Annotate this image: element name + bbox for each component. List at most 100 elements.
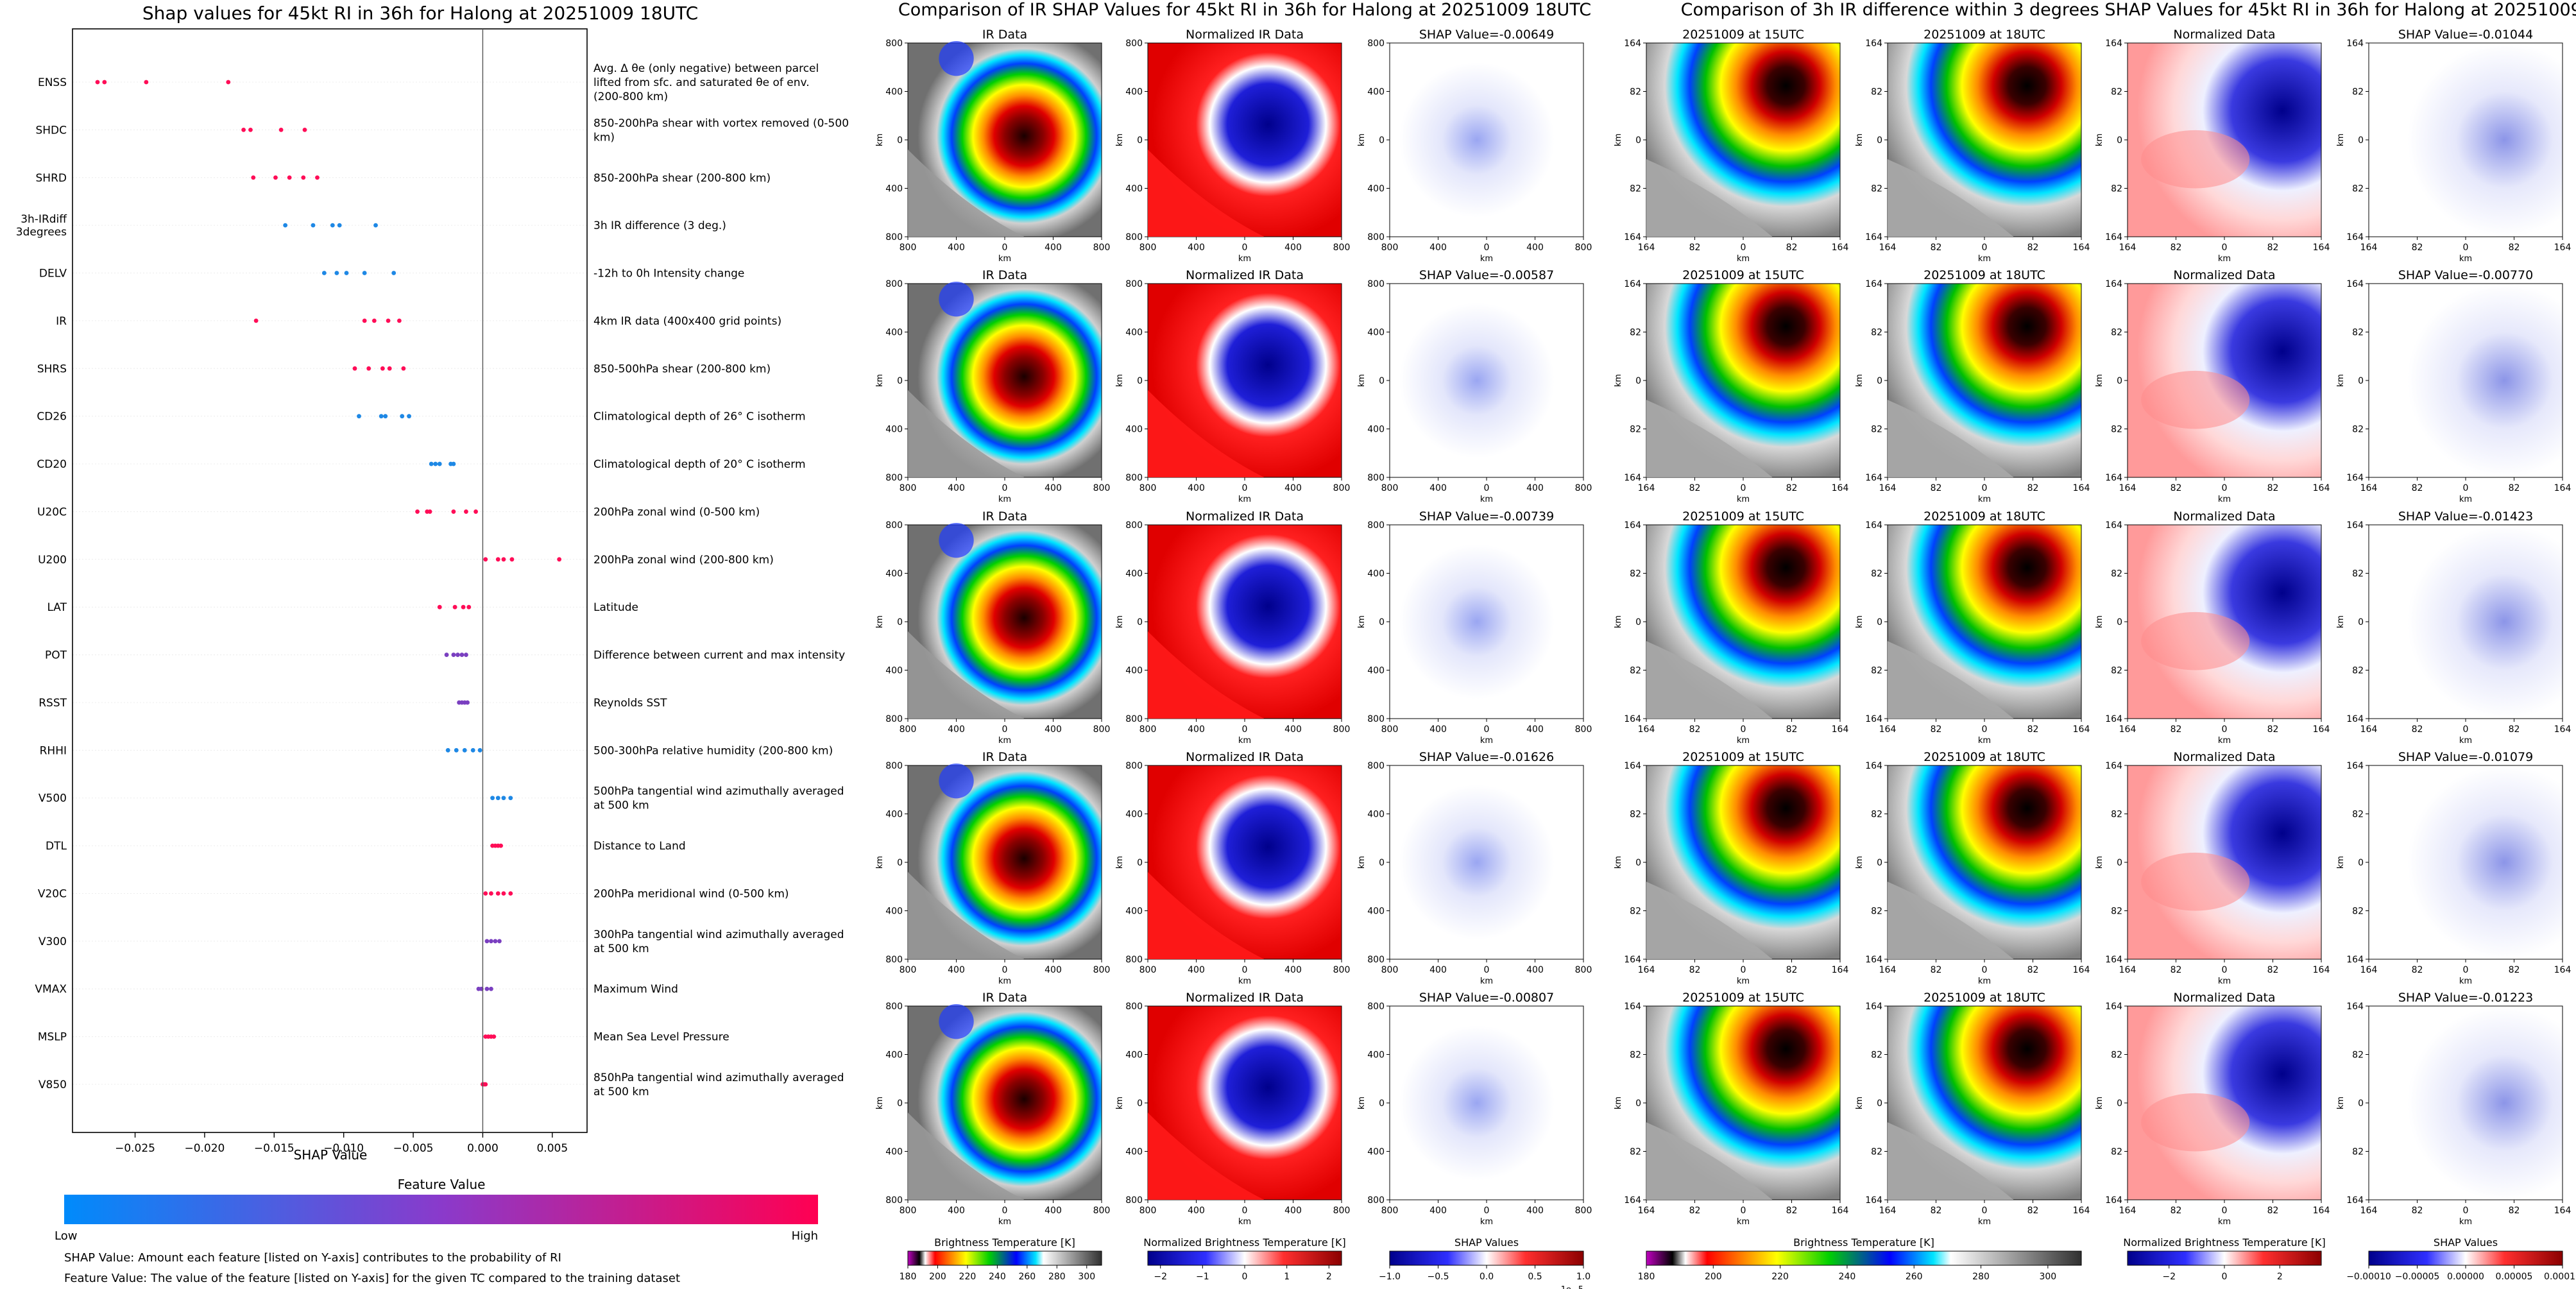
ir-shap-comparison-panel: Comparison of IR SHAP Values for 45kt RI… (875, 0, 1592, 1289)
img-y-tick-label: 800 (885, 714, 903, 724)
shap-point (451, 461, 456, 466)
colorbar-tick-label: 240 (1839, 1272, 1856, 1282)
subplot-title: 20251009 at 15UTC (1682, 268, 1804, 282)
img-x-tick-label: 800 (1333, 483, 1351, 493)
feature-code-label: ENSS (38, 76, 67, 89)
feature-description: 500hPa tangential wind azimuthally avera… (593, 785, 844, 812)
img-x-axis-label: km (998, 495, 1011, 504)
feature-description: 3h IR difference (3 deg.) (593, 219, 726, 232)
img-y-tick-label: 164 (1624, 279, 1641, 289)
img-x-tick-label: 164 (2554, 1206, 2572, 1216)
img-x-axis-label: km (1737, 736, 1750, 746)
img-y-tick-label: 82 (2352, 1147, 2364, 1157)
img-y-tick-label: 0 (2358, 858, 2364, 868)
img-y-axis-label: km (875, 133, 885, 146)
img-y-axis-label: km (875, 856, 885, 869)
shap-point (489, 891, 493, 896)
img-y-tick-label: 82 (2352, 425, 2364, 435)
img-y-axis-label: km (1357, 615, 1367, 628)
img-y-tick-label: 400 (1367, 810, 1385, 820)
colorbar-ir-brightness: Brightness Temperature [K] 180 200 220 240 26… (900, 1236, 1102, 1282)
img-x-tick-label: 164 (2313, 1206, 2330, 1216)
subplot-title: 20251009 at 18UTC (1923, 268, 2045, 282)
img-x-tick-label: 0 (1242, 1206, 1248, 1216)
img-y-tick-label: 82 (1871, 87, 1882, 98)
img-x-axis-label: km (1978, 495, 1991, 504)
colorbar-tick-label: 0 (1242, 1272, 1248, 1282)
img-y-tick-label: 400 (1125, 1050, 1143, 1061)
img-x-tick-label: 82 (1786, 483, 1798, 493)
shap-point (400, 414, 405, 419)
feature-description: Difference between current and max inten… (593, 649, 845, 662)
colorbar-tick-label: 0.00005 (2496, 1272, 2533, 1282)
img-y-tick-label: 800 (1125, 520, 1143, 531)
shap-point (445, 747, 450, 753)
colorbar-tick-label: −0.00005 (2395, 1272, 2440, 1282)
img-y-tick-label: 0 (1635, 135, 1641, 146)
img-y-tick-label: 82 (1871, 184, 1882, 194)
img-x-tick-label: 800 (1575, 724, 1592, 735)
img-y-axis-label: km (1614, 615, 1623, 628)
img-x-tick-label: 82 (2267, 724, 2279, 735)
feature-row: CD26 Climatological depth of 26° C isothe… (37, 411, 805, 423)
img-y-tick-label: 82 (1871, 666, 1882, 676)
feature-code-label: DELV (39, 268, 67, 280)
shap-point (456, 653, 460, 657)
colorbar-tick-label: 0 (2222, 1272, 2228, 1282)
colorbar-tick-label: 200 (929, 1272, 946, 1282)
img-y-tick-label: 164 (1624, 232, 1641, 243)
shap-point (490, 796, 495, 801)
img-y-tick-label: 0 (1137, 617, 1143, 627)
img-y-tick-label: 0 (897, 376, 903, 386)
shap-point (334, 271, 339, 275)
img-y-tick-label: 800 (885, 520, 903, 531)
colorbar-offset-label: 1e−5 (1561, 1285, 1583, 1289)
heatmap-image (2368, 524, 2563, 719)
shap-point (383, 414, 388, 419)
img-x-tick-label: 164 (2554, 483, 2572, 493)
colorbar-tick-label: 2 (1326, 1272, 1332, 1282)
img-y-tick-label: 400 (885, 666, 903, 676)
img-x-tick-label: 164 (1879, 243, 1897, 253)
img-x-tick-label: 0 (2463, 483, 2469, 493)
feature-description: Maximum Wind (593, 983, 678, 996)
shap-point (508, 891, 513, 896)
feature-value-colorbar (64, 1195, 818, 1224)
img-x-tick-label: 82 (2171, 1206, 2182, 1216)
img-x-tick-label: 0 (1982, 483, 1988, 493)
img-x-tick-label: 164 (2073, 1206, 2090, 1216)
ir-cold-cloud (939, 763, 974, 799)
img-y-tick-label: 82 (2111, 1050, 2122, 1061)
img-y-tick-label: 400 (1125, 1147, 1143, 1157)
shap-point (444, 653, 449, 657)
img-x-tick-label: 0 (1002, 965, 1008, 975)
img-x-tick-label: 164 (2360, 724, 2378, 735)
img-y-tick-label: 400 (885, 87, 903, 98)
img-x-tick-label: 400 (948, 1206, 965, 1216)
feature-description: 200hPa zonal wind (0-500 km) (593, 506, 760, 518)
img-y-tick-label: 400 (1125, 184, 1143, 194)
img-y-tick-label: 164 (2346, 38, 2364, 49)
img-y-tick-label: 82 (1630, 87, 1641, 98)
feature-code-label: RHHI (40, 744, 67, 757)
feature-description: Reynolds SST (593, 697, 667, 710)
img-y-tick-label: 82 (2352, 184, 2364, 194)
img-y-tick-label: 400 (885, 425, 903, 435)
norm-warm-region (1148, 631, 1265, 719)
img-x-tick-label: 400 (1429, 965, 1447, 975)
img-x-tick-label: 164 (2073, 243, 2090, 253)
img-y-tick-label: 82 (2111, 810, 2122, 820)
subplot-title: IR Data (982, 268, 1027, 282)
feature-code-label: 3h-IRdiff 3degrees (16, 213, 68, 239)
img-x-tick-label: 400 (1429, 1206, 1447, 1216)
img-y-tick-label: 82 (2111, 328, 2122, 338)
img-x-tick-label: 800 (1575, 1206, 1592, 1216)
img-x-tick-label: 82 (2171, 724, 2182, 735)
shap-point (508, 796, 513, 801)
